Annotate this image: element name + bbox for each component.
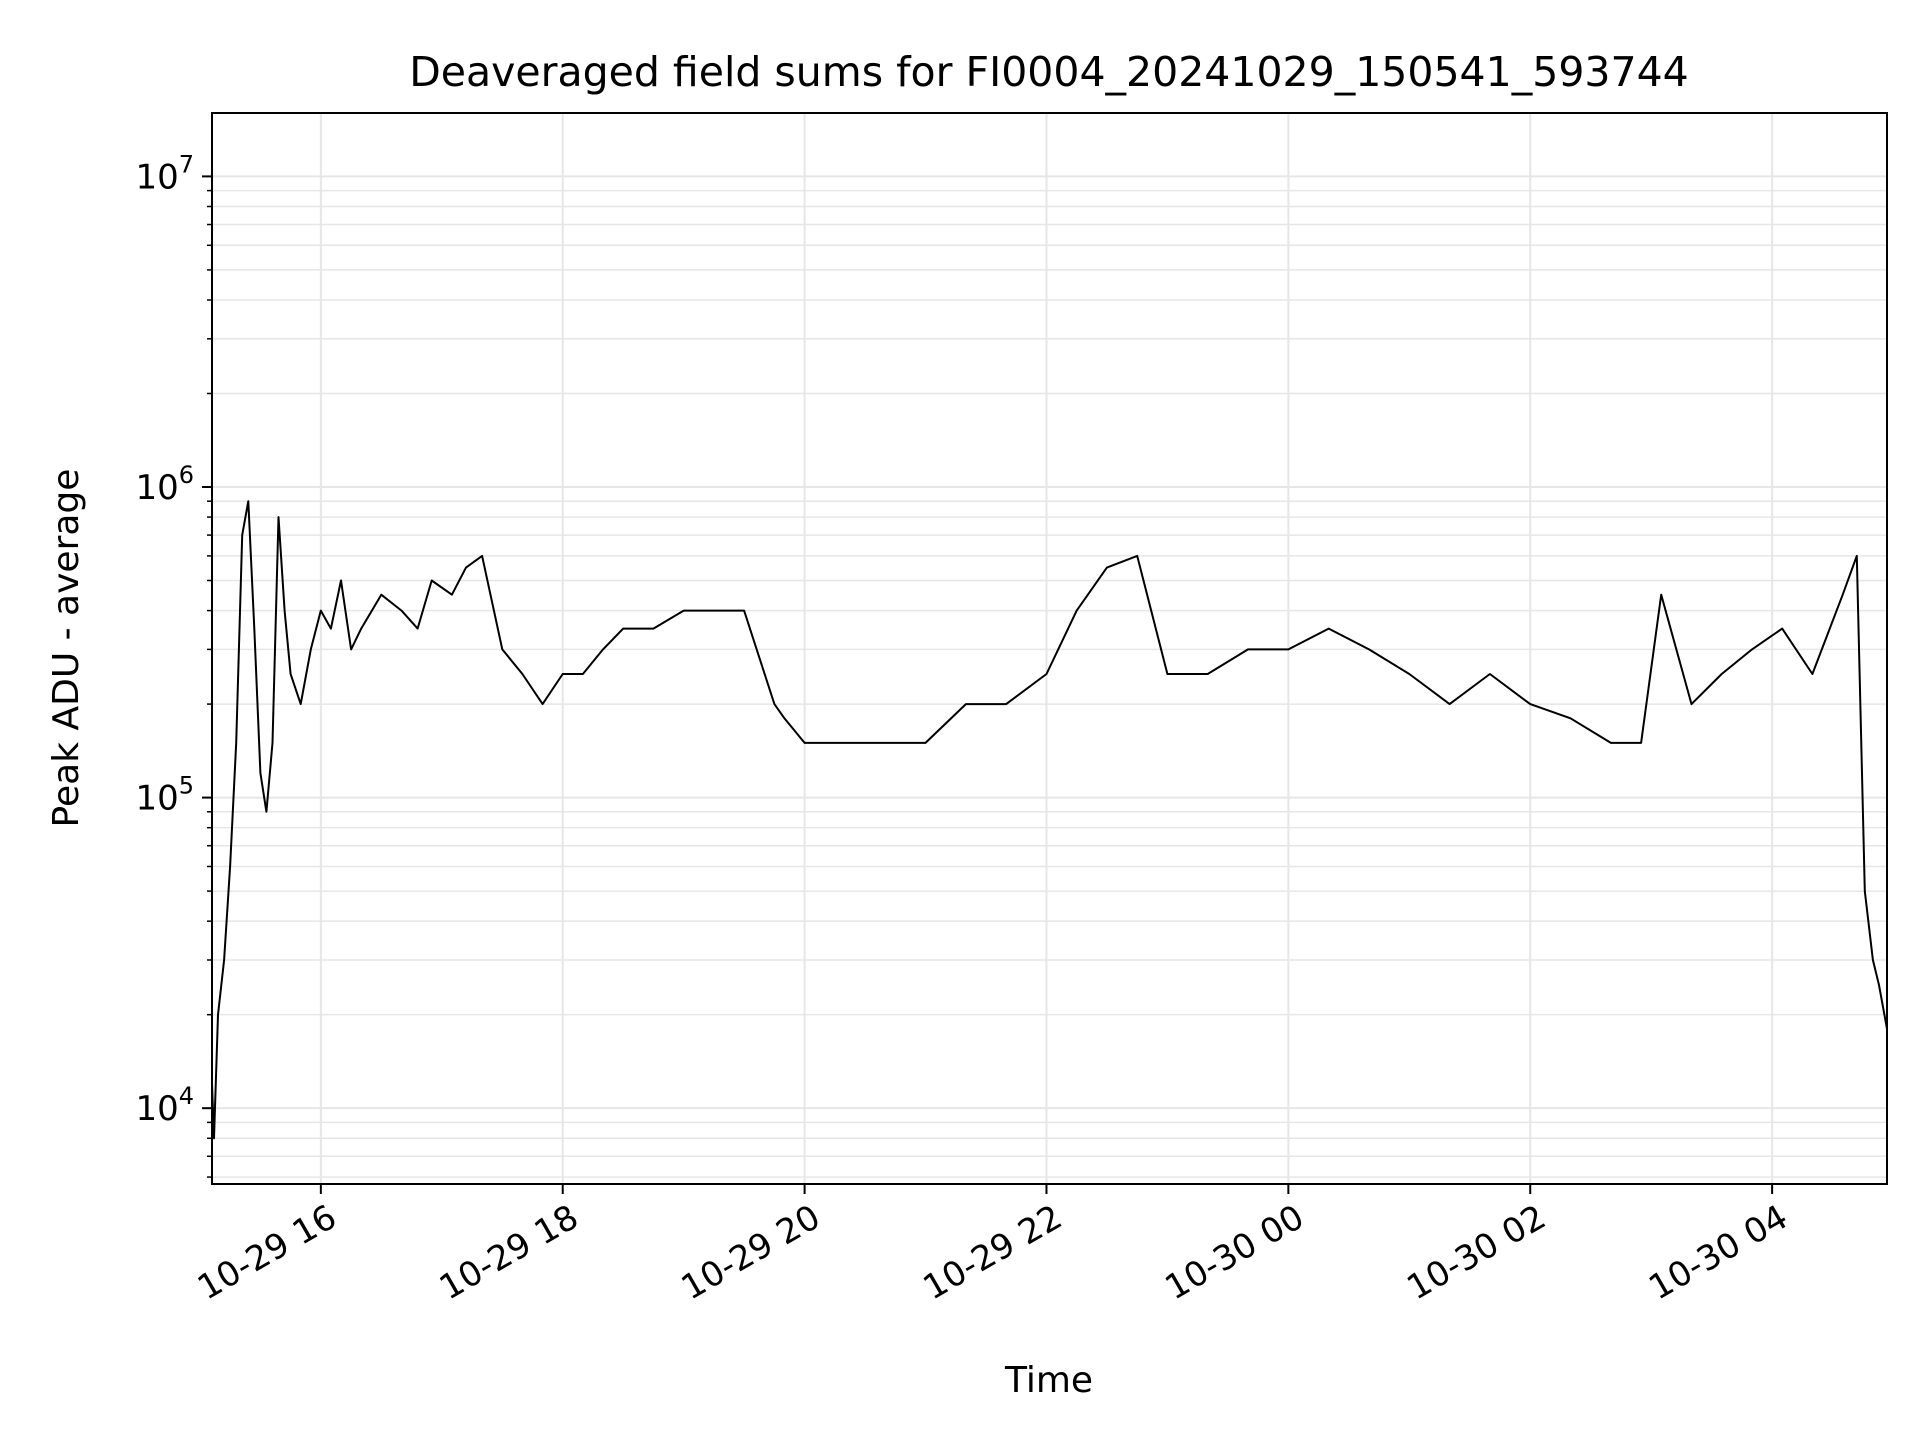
y-tick-label: 106 [135, 461, 194, 508]
y-tick-label: 107 [135, 150, 194, 197]
y-tick-label: 104 [135, 1082, 194, 1129]
x-axis-label: Time [1004, 1360, 1093, 1401]
y-axis-label: Peak ADU - average [46, 469, 87, 828]
grid [212, 113, 1887, 1184]
series-line [211, 500, 1888, 1140]
data-layer [211, 500, 1888, 1140]
plot-frame [211, 112, 1888, 1185]
y-tick-label: 105 [135, 772, 194, 819]
chart-title: Deaveraged field sums for FI0004_2024102… [409, 48, 1689, 96]
